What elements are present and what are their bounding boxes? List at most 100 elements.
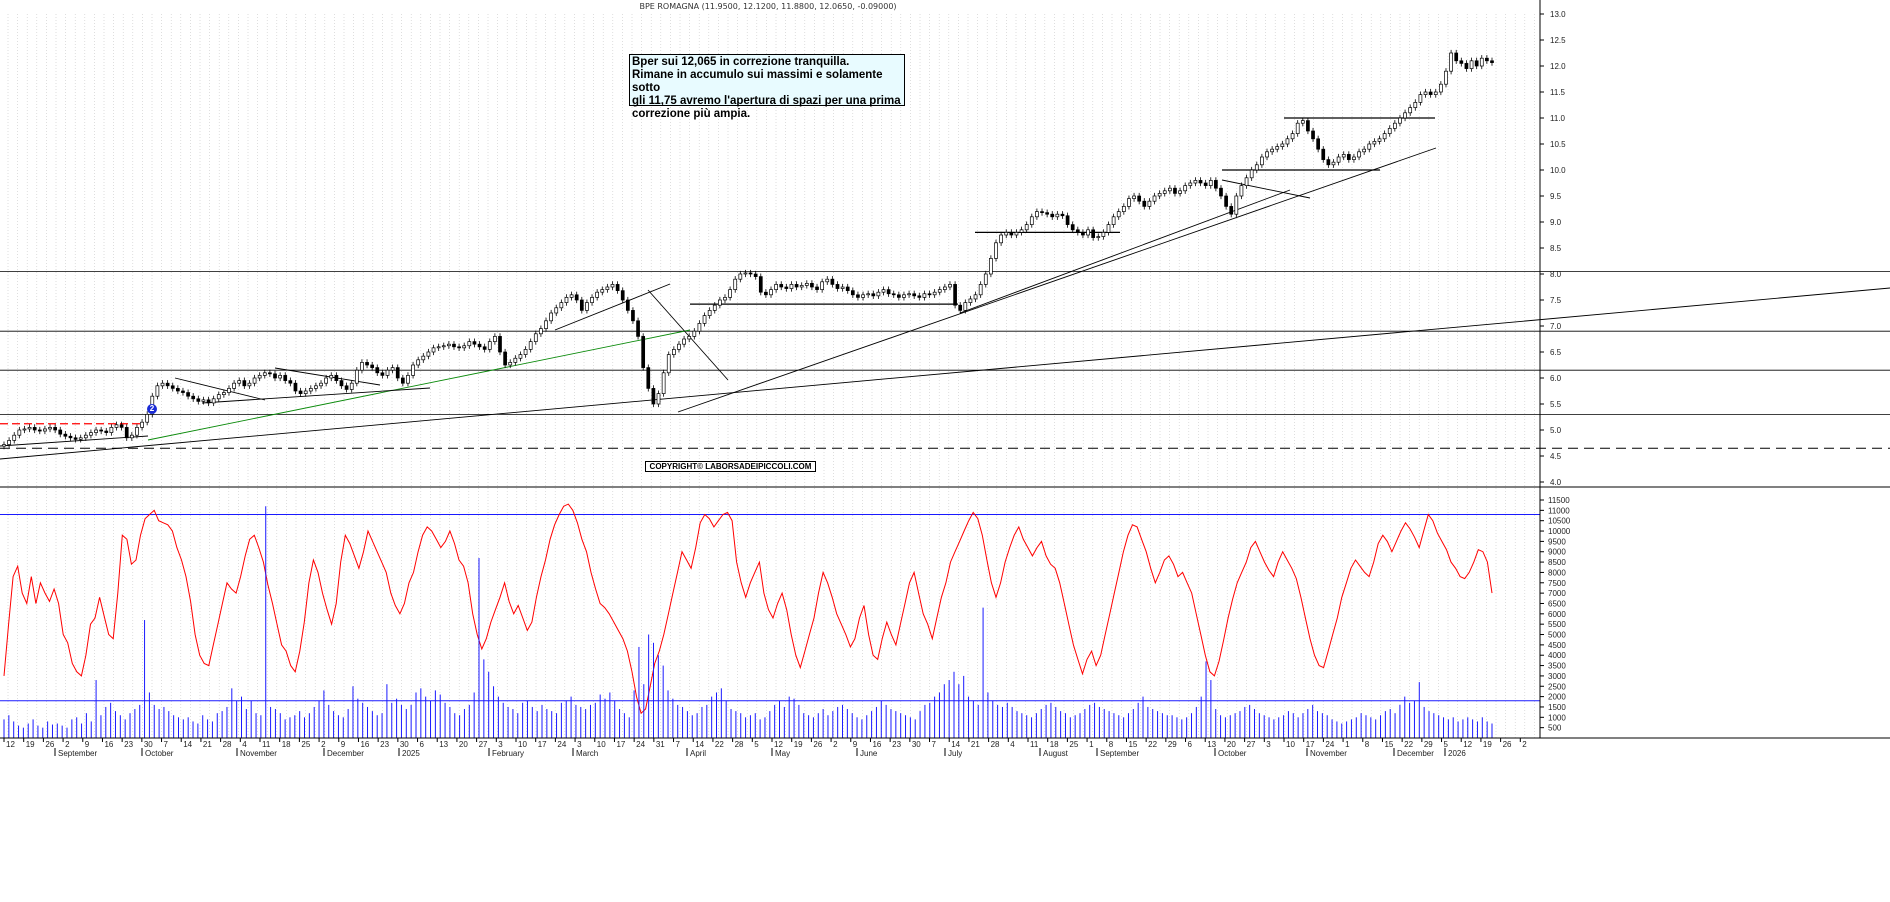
candle-body: [227, 388, 231, 393]
candle-body: [871, 293, 876, 297]
axes: 13.0 12.5 12.0 11.5 11.0 10.5 10.0 9.5 9.0 8.5 8.0…: [0, 0, 1890, 758]
price-tick-label: 13.0: [1550, 10, 1566, 19]
candle-body: [329, 375, 334, 379]
candle-body: [170, 385, 175, 389]
candle-body: [1111, 216, 1116, 225]
candle-body: [1316, 138, 1320, 150]
candle-body: [733, 278, 738, 290]
candle-body: [794, 284, 799, 288]
candle-body: [431, 347, 436, 353]
osc-tick-label: 5500: [1548, 620, 1566, 629]
candle-body: [1070, 224, 1075, 231]
candle-body: [395, 367, 400, 379]
candle-body: [1162, 190, 1167, 194]
candle-body: [917, 295, 922, 298]
candle-body: [1408, 107, 1413, 114]
x-tick-label: 26: [45, 740, 54, 749]
candle-body: [646, 367, 651, 389]
candle-body: [308, 388, 313, 392]
candle-body: [1382, 133, 1387, 140]
candle-body: [1321, 148, 1326, 160]
candle-body: [539, 328, 543, 335]
candle-body: [585, 302, 589, 311]
candle-body: [365, 362, 369, 366]
candle-body: [636, 320, 640, 337]
osc-tick-label: 2000: [1548, 693, 1566, 702]
candle-body: [896, 294, 901, 298]
price-tick-label: 10.0: [1550, 166, 1566, 175]
candle-body: [493, 336, 497, 342]
candle-body: [748, 272, 753, 275]
candle-body: [850, 290, 855, 296]
candle-body: [12, 434, 17, 441]
candle-body: [462, 345, 467, 349]
x-tick-label: 22: [1148, 740, 1157, 749]
x-tick-label: 14: [183, 740, 192, 749]
x-tick-label: 2: [321, 740, 326, 749]
candle-body: [1418, 94, 1423, 103]
candle-body: [661, 372, 666, 394]
x-tick-label: 3: [577, 740, 582, 749]
price-tick-label: 8.5: [1550, 244, 1562, 253]
x-tick-label: 3: [1266, 740, 1271, 749]
x-tick-label: 9: [341, 740, 346, 749]
x-tick-label: 29: [1424, 740, 1433, 749]
x-tick-label: 20: [459, 740, 468, 749]
candle-body: [447, 343, 451, 347]
candle-body: [288, 380, 293, 384]
candle-body: [1086, 229, 1090, 236]
candle-body: [590, 297, 594, 303]
x-tick-label: 7: [164, 740, 169, 749]
x-tick-label: 21: [203, 740, 212, 749]
x-tick-label: 2: [833, 740, 838, 749]
x-tick-label: 28: [223, 740, 232, 749]
candle-body: [989, 258, 993, 275]
candle-body: [666, 354, 671, 374]
candle-body: [349, 382, 354, 390]
candle-body: [1178, 190, 1182, 194]
signal-marker: 2: [147, 404, 157, 414]
candle-body: [1127, 198, 1131, 207]
candle-body: [17, 429, 22, 436]
x-tick-label: 6: [420, 740, 425, 749]
osc-tick-label: 3500: [1548, 662, 1566, 671]
x-tick-label: 16: [360, 740, 369, 749]
candle-body: [861, 294, 865, 298]
candle-body: [1392, 122, 1397, 129]
candle-body: [1224, 195, 1228, 207]
candle-body: [441, 345, 446, 348]
x-tick-label: 19: [794, 740, 803, 749]
month-label: July: [948, 749, 962, 758]
candle-body: [314, 385, 318, 389]
month-label: September: [58, 749, 97, 758]
candle-body: [1469, 60, 1474, 69]
candle-body: [181, 390, 185, 393]
candle-body: [104, 430, 109, 433]
candle-body: [707, 310, 712, 316]
candle-body: [968, 298, 973, 303]
candle-body: [1346, 154, 1351, 160]
trend-line: [0, 435, 149, 447]
candle-body: [544, 320, 548, 329]
candle-body: [600, 289, 605, 293]
candle-body: [191, 395, 196, 400]
x-tick-label: 11: [262, 740, 271, 749]
candle-body: [518, 354, 523, 359]
candle-body: [268, 372, 272, 375]
x-tick-label: 27: [1247, 740, 1256, 749]
x-tick-label: 28: [735, 740, 744, 749]
candle-body: [610, 284, 615, 288]
candle-body: [1229, 206, 1234, 215]
candle-body: [718, 299, 722, 306]
candle-body: [677, 343, 681, 350]
osc-tick-label: 9000: [1548, 548, 1566, 557]
candle-body: [779, 284, 784, 288]
candle-body: [135, 427, 139, 436]
candle-body: [354, 369, 359, 384]
candle-body: [1428, 91, 1433, 95]
candle-body: [753, 273, 758, 277]
candle-body: [145, 414, 150, 423]
candle-body: [160, 382, 165, 387]
note-line-3: gli 11,75 avremo l'apertura di spazi per…: [632, 95, 901, 107]
candle-body: [114, 424, 119, 428]
